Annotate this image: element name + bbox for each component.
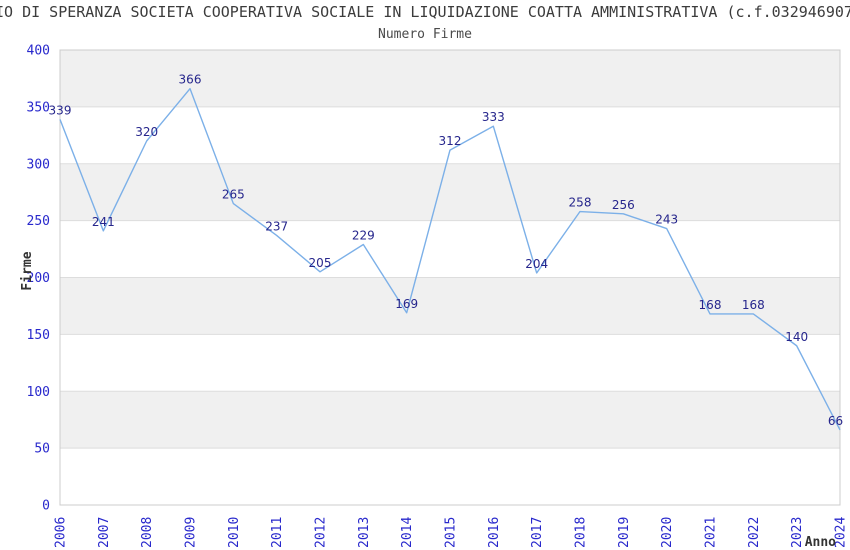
data-label: 168 xyxy=(699,298,722,312)
y-tick-label: 100 xyxy=(27,385,50,400)
data-label: 169 xyxy=(395,297,418,311)
y-tick-label: 350 xyxy=(27,100,50,115)
y-tick-label: 200 xyxy=(27,271,50,286)
x-tick-label: 2023 xyxy=(790,517,805,548)
data-label: 333 xyxy=(482,110,505,124)
x-tick-label: 2017 xyxy=(530,517,545,548)
chart-title: IO DI SPERANZA SOCIETA COOPERATIVA SOCIA… xyxy=(0,3,850,21)
x-tick-label: 2015 xyxy=(444,517,459,548)
chart-subtitle: Numero Firme xyxy=(378,27,472,42)
data-label: 366 xyxy=(179,73,202,87)
x-tick-label: 2010 xyxy=(227,517,242,548)
data-label: 229 xyxy=(352,229,375,243)
data-label: 241 xyxy=(92,215,115,229)
plot-border xyxy=(59,49,841,506)
data-label: 205 xyxy=(309,256,332,270)
data-label: 140 xyxy=(785,330,808,344)
y-tick-label: 50 xyxy=(34,442,50,457)
x-tick-label: 2024 xyxy=(834,517,849,548)
data-label: 320 xyxy=(135,125,158,139)
x-tick-label: 2016 xyxy=(487,517,502,548)
data-label: 312 xyxy=(439,134,462,148)
plot-band xyxy=(60,391,840,449)
x-tick-label: 2013 xyxy=(357,517,372,548)
data-label: 243 xyxy=(655,213,678,227)
data-label: 256 xyxy=(612,198,635,212)
data-label: 237 xyxy=(265,219,288,233)
x-tick-label: 2007 xyxy=(97,517,112,548)
x-tick-label: 2022 xyxy=(747,517,762,548)
x-tick-label: 2014 xyxy=(400,517,415,548)
data-label: 258 xyxy=(569,196,592,210)
data-label: 339 xyxy=(49,103,72,117)
y-tick-label: 400 xyxy=(27,44,50,59)
plot-band xyxy=(60,50,840,107)
data-label: 204 xyxy=(525,257,548,271)
data-label: 66 xyxy=(828,414,843,428)
y-tick-label: 0 xyxy=(42,499,50,514)
x-tick-label: 2021 xyxy=(704,517,719,548)
x-tick-label: 2018 xyxy=(574,517,589,548)
data-label: 168 xyxy=(742,298,765,312)
y-axis-title: Firme xyxy=(20,251,35,290)
x-tick-label: 2006 xyxy=(54,517,69,548)
x-tick-label: 2009 xyxy=(184,517,199,548)
x-tick-label: 2019 xyxy=(617,517,632,548)
x-tick-label: 2008 xyxy=(140,517,155,548)
x-tick-label: 2011 xyxy=(270,517,285,548)
x-tick-label: 2012 xyxy=(314,517,329,548)
series-line xyxy=(59,87,841,431)
y-tick-label: 250 xyxy=(27,214,50,229)
data-label: 265 xyxy=(222,188,245,202)
x-axis-title: Anno xyxy=(805,535,836,550)
plot-band xyxy=(60,277,840,335)
plot-band xyxy=(60,163,840,221)
y-tick-label: 150 xyxy=(27,328,50,343)
x-tick-label: 2020 xyxy=(660,517,675,548)
y-tick-label: 300 xyxy=(27,157,50,172)
